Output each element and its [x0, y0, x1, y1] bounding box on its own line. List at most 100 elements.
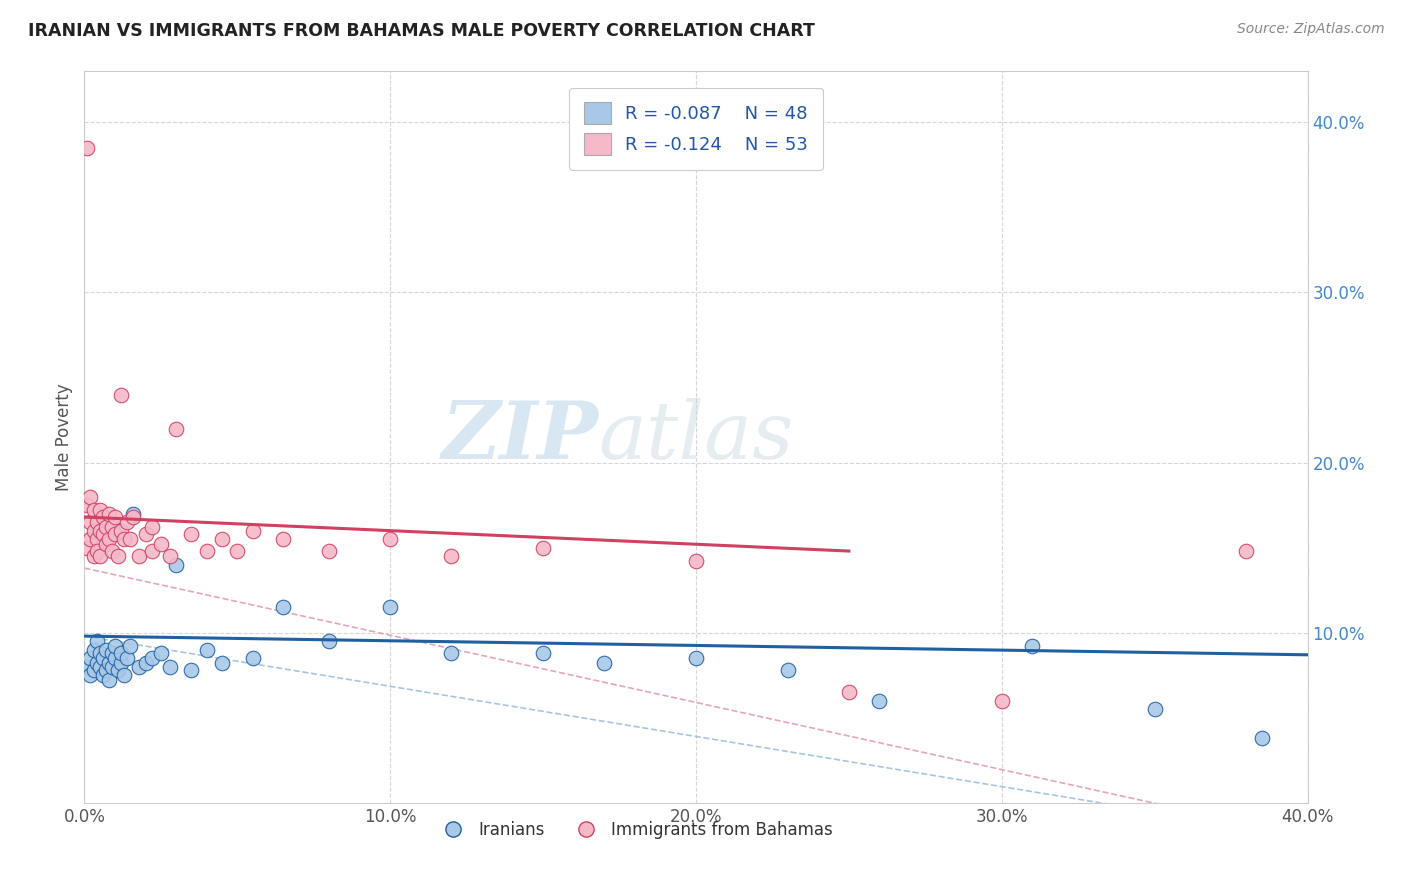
Point — [110, 657, 132, 671]
Point — [101, 544, 124, 558]
Point — [86, 532, 108, 546]
Point — [86, 634, 108, 648]
Point — [180, 663, 202, 677]
Point — [120, 532, 142, 546]
Text: ZIP: ZIP — [441, 399, 598, 475]
Point — [128, 549, 150, 563]
Point — [226, 544, 249, 558]
Point — [91, 668, 114, 682]
Point — [91, 527, 114, 541]
Point — [440, 646, 463, 660]
Point — [242, 651, 264, 665]
Point — [83, 663, 105, 677]
Point — [159, 659, 181, 673]
Point — [159, 549, 181, 563]
Point — [83, 642, 105, 657]
Point — [242, 524, 264, 538]
Text: atlas: atlas — [598, 399, 793, 475]
Point — [165, 558, 187, 572]
Point — [91, 651, 114, 665]
Point — [104, 651, 127, 665]
Point — [838, 685, 860, 699]
Point — [101, 520, 124, 534]
Point — [79, 490, 101, 504]
Point — [165, 421, 187, 435]
Point — [991, 694, 1014, 708]
Point — [79, 515, 101, 529]
Point — [94, 520, 117, 534]
Point — [1250, 731, 1272, 746]
Point — [531, 646, 554, 660]
Point — [120, 640, 142, 654]
Point — [211, 657, 233, 671]
Point — [76, 141, 98, 155]
Point — [79, 532, 101, 546]
Point — [89, 549, 111, 563]
Point — [107, 663, 129, 677]
Point — [89, 503, 111, 517]
Point — [110, 524, 132, 538]
Point — [76, 659, 98, 673]
Point — [128, 659, 150, 673]
Point — [380, 532, 402, 546]
Point — [149, 646, 172, 660]
Point — [141, 544, 163, 558]
Point — [86, 515, 108, 529]
Point — [97, 657, 120, 671]
Point — [94, 663, 117, 677]
Point — [1143, 702, 1166, 716]
Point — [271, 600, 294, 615]
Point — [122, 510, 145, 524]
Point — [112, 532, 135, 546]
Point — [195, 544, 218, 558]
Point — [97, 673, 120, 688]
Point — [776, 663, 799, 677]
Point — [86, 657, 108, 671]
Point — [89, 659, 111, 673]
Y-axis label: Male Poverty: Male Poverty — [55, 384, 73, 491]
Text: IRANIAN VS IMMIGRANTS FROM BAHAMAS MALE POVERTY CORRELATION CHART: IRANIAN VS IMMIGRANTS FROM BAHAMAS MALE … — [28, 22, 815, 40]
Point — [318, 544, 340, 558]
Legend: Iranians, Immigrants from Bahamas: Iranians, Immigrants from Bahamas — [430, 814, 839, 846]
Point — [83, 524, 105, 538]
Point — [104, 527, 127, 541]
Point — [110, 646, 132, 660]
Point — [112, 668, 135, 682]
Point — [89, 646, 111, 660]
Point — [271, 532, 294, 546]
Point — [195, 642, 218, 657]
Point — [91, 510, 114, 524]
Point — [1236, 544, 1258, 558]
Point — [180, 527, 202, 541]
Point — [110, 387, 132, 401]
Point — [211, 532, 233, 546]
Point — [107, 549, 129, 563]
Point — [122, 507, 145, 521]
Point — [94, 537, 117, 551]
Point — [94, 642, 117, 657]
Point — [115, 515, 138, 529]
Point — [141, 520, 163, 534]
Point — [76, 541, 98, 555]
Point — [97, 507, 120, 521]
Point — [79, 651, 101, 665]
Point — [104, 640, 127, 654]
Point — [318, 634, 340, 648]
Point — [97, 532, 120, 546]
Point — [135, 527, 157, 541]
Point — [149, 537, 172, 551]
Point — [1021, 640, 1043, 654]
Point — [89, 524, 111, 538]
Point — [101, 659, 124, 673]
Point — [593, 657, 616, 671]
Point — [115, 651, 138, 665]
Point — [83, 549, 105, 563]
Point — [685, 554, 707, 568]
Point — [86, 544, 108, 558]
Text: Source: ZipAtlas.com: Source: ZipAtlas.com — [1237, 22, 1385, 37]
Point — [685, 651, 707, 665]
Point — [135, 657, 157, 671]
Point — [440, 549, 463, 563]
Point — [101, 646, 124, 660]
Point — [104, 510, 127, 524]
